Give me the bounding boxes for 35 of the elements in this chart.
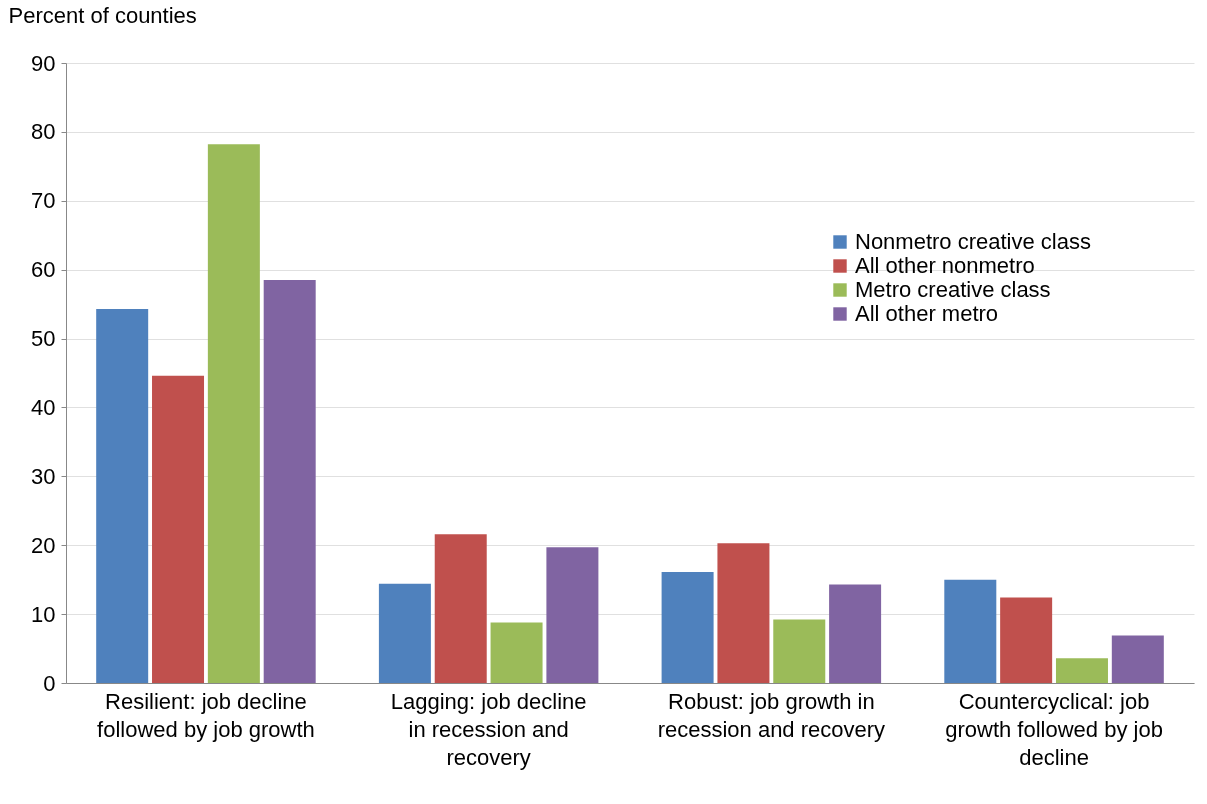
legend-label: Metro creative class (855, 277, 1051, 302)
legend-label: Nonmetro creative class (855, 229, 1091, 254)
bar (96, 308, 149, 683)
y-tick-label: 70 (31, 188, 56, 214)
bar (378, 583, 431, 683)
bar (207, 144, 260, 683)
y-tick-label: 80 (31, 119, 56, 145)
bar (717, 543, 770, 683)
bar (546, 547, 599, 683)
y-axis-title: Percent of counties (8, 2, 197, 28)
bar (773, 619, 826, 683)
y-tick-label: 90 (31, 50, 56, 76)
bar (152, 375, 205, 683)
bar (490, 622, 543, 683)
y-tick-label: 0 (43, 670, 56, 696)
bar (434, 534, 487, 683)
x-tick-label: Robust: job growth in recession and recovery (657, 688, 886, 742)
y-tick-label: 30 (31, 463, 56, 489)
bar (263, 280, 316, 683)
x-tick-label: Countercyclical: job growth followed by job decline (945, 688, 1163, 770)
bar (1111, 635, 1164, 683)
bar (661, 572, 714, 683)
bar (944, 579, 997, 683)
x-tick-label: Resilient: job decline followed by job growth (97, 688, 315, 742)
legend-label: All other metro (855, 301, 999, 326)
bar (1055, 658, 1108, 683)
x-tick-label: Lagging: job decline in recession and recovery (390, 688, 587, 770)
y-tick-label: 50 (31, 326, 56, 352)
bar (829, 584, 882, 683)
bar (1000, 597, 1053, 683)
y-tick-label: 20 (31, 532, 56, 558)
y-tick-label: 60 (31, 257, 56, 283)
legend-label: All other nonmetro (855, 253, 1035, 278)
y-tick-label: 10 (31, 601, 56, 627)
y-tick-label: 40 (31, 394, 56, 420)
